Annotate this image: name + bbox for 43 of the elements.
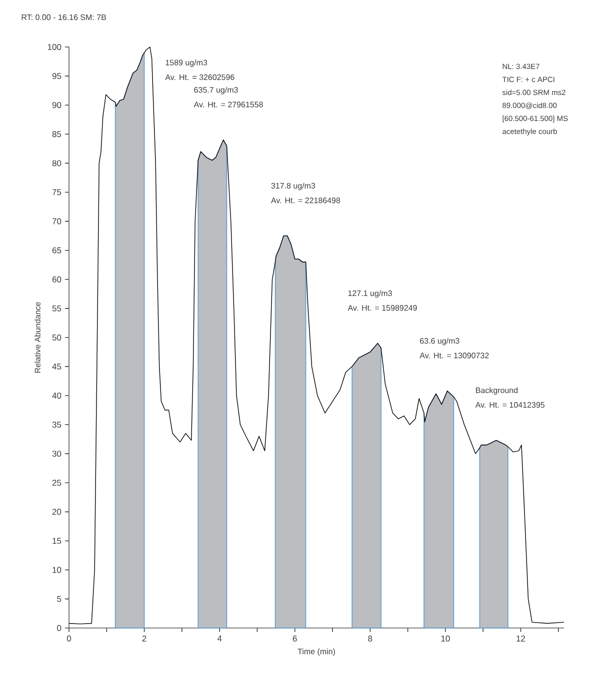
x-tick-label: 4 xyxy=(217,636,222,642)
y-tick-label: 100 xyxy=(48,44,62,50)
annotation: Background xyxy=(476,387,518,395)
annotation: Av. Ht. = 10412395 xyxy=(475,402,544,408)
x-tick-label: 8 xyxy=(368,636,372,642)
annotation: Av. Ht. = 13090732 xyxy=(420,352,489,358)
y-tick-label: 15 xyxy=(52,538,62,544)
y-tick-label: 35 xyxy=(52,422,62,428)
annotation: 63.6 ug/m3 xyxy=(420,338,460,346)
annotation: 635.7 ug/m3 xyxy=(194,86,238,94)
y-tick-label: 90 xyxy=(52,102,62,108)
annotation: Av. Ht. = 15989249 xyxy=(348,305,417,311)
y-tick-label: 50 xyxy=(52,334,62,340)
y-tick-label: 30 xyxy=(52,450,62,457)
y-tick-label: 10 xyxy=(52,566,62,573)
annotation: 1589 ug/m3 xyxy=(166,60,208,67)
annotation: Av. Ht. = 27961558 xyxy=(194,102,263,108)
y-tick-label: 40 xyxy=(52,392,62,399)
y-tick-label: 0 xyxy=(57,624,62,631)
x-tick-label: 0 xyxy=(66,636,72,642)
text: RT: 0.00 - 16.16 SM: 7B xyxy=(22,14,106,20)
y-tick-label: 60 xyxy=(52,276,62,282)
annotation: 317.8 ug/m3 xyxy=(271,182,316,190)
y-tick-label: 45 xyxy=(52,364,62,370)
x-axis-title: Time (min) xyxy=(298,648,335,656)
y-tick-label: 80 xyxy=(52,160,62,166)
y-tick-label: 75 xyxy=(52,189,62,196)
annotation: Av. Ht. = 22186498 xyxy=(270,198,340,204)
x-tick-label: 2 xyxy=(142,636,146,642)
annotation: 127.1 ug/m3 xyxy=(348,290,392,298)
annotation: Av. Ht. = 32602596 xyxy=(165,74,234,80)
x-tick-label: 12 xyxy=(516,636,526,642)
y-tick-label: 25 xyxy=(52,480,62,486)
y-tick-label: 85 xyxy=(52,131,62,138)
y-tick-label: 20 xyxy=(52,508,62,515)
y-tick-label: 5 xyxy=(57,596,62,602)
y-tick-label: 95 xyxy=(52,73,62,80)
y-axis-title: Relative Abundance xyxy=(34,302,40,373)
y-tick-label: 65 xyxy=(52,247,62,254)
y-tick-label: 55 xyxy=(52,305,62,312)
y-tick-label: 70 xyxy=(52,218,62,224)
x-tick-label: 6 xyxy=(292,636,297,642)
x-tick-label: 10 xyxy=(441,636,450,642)
